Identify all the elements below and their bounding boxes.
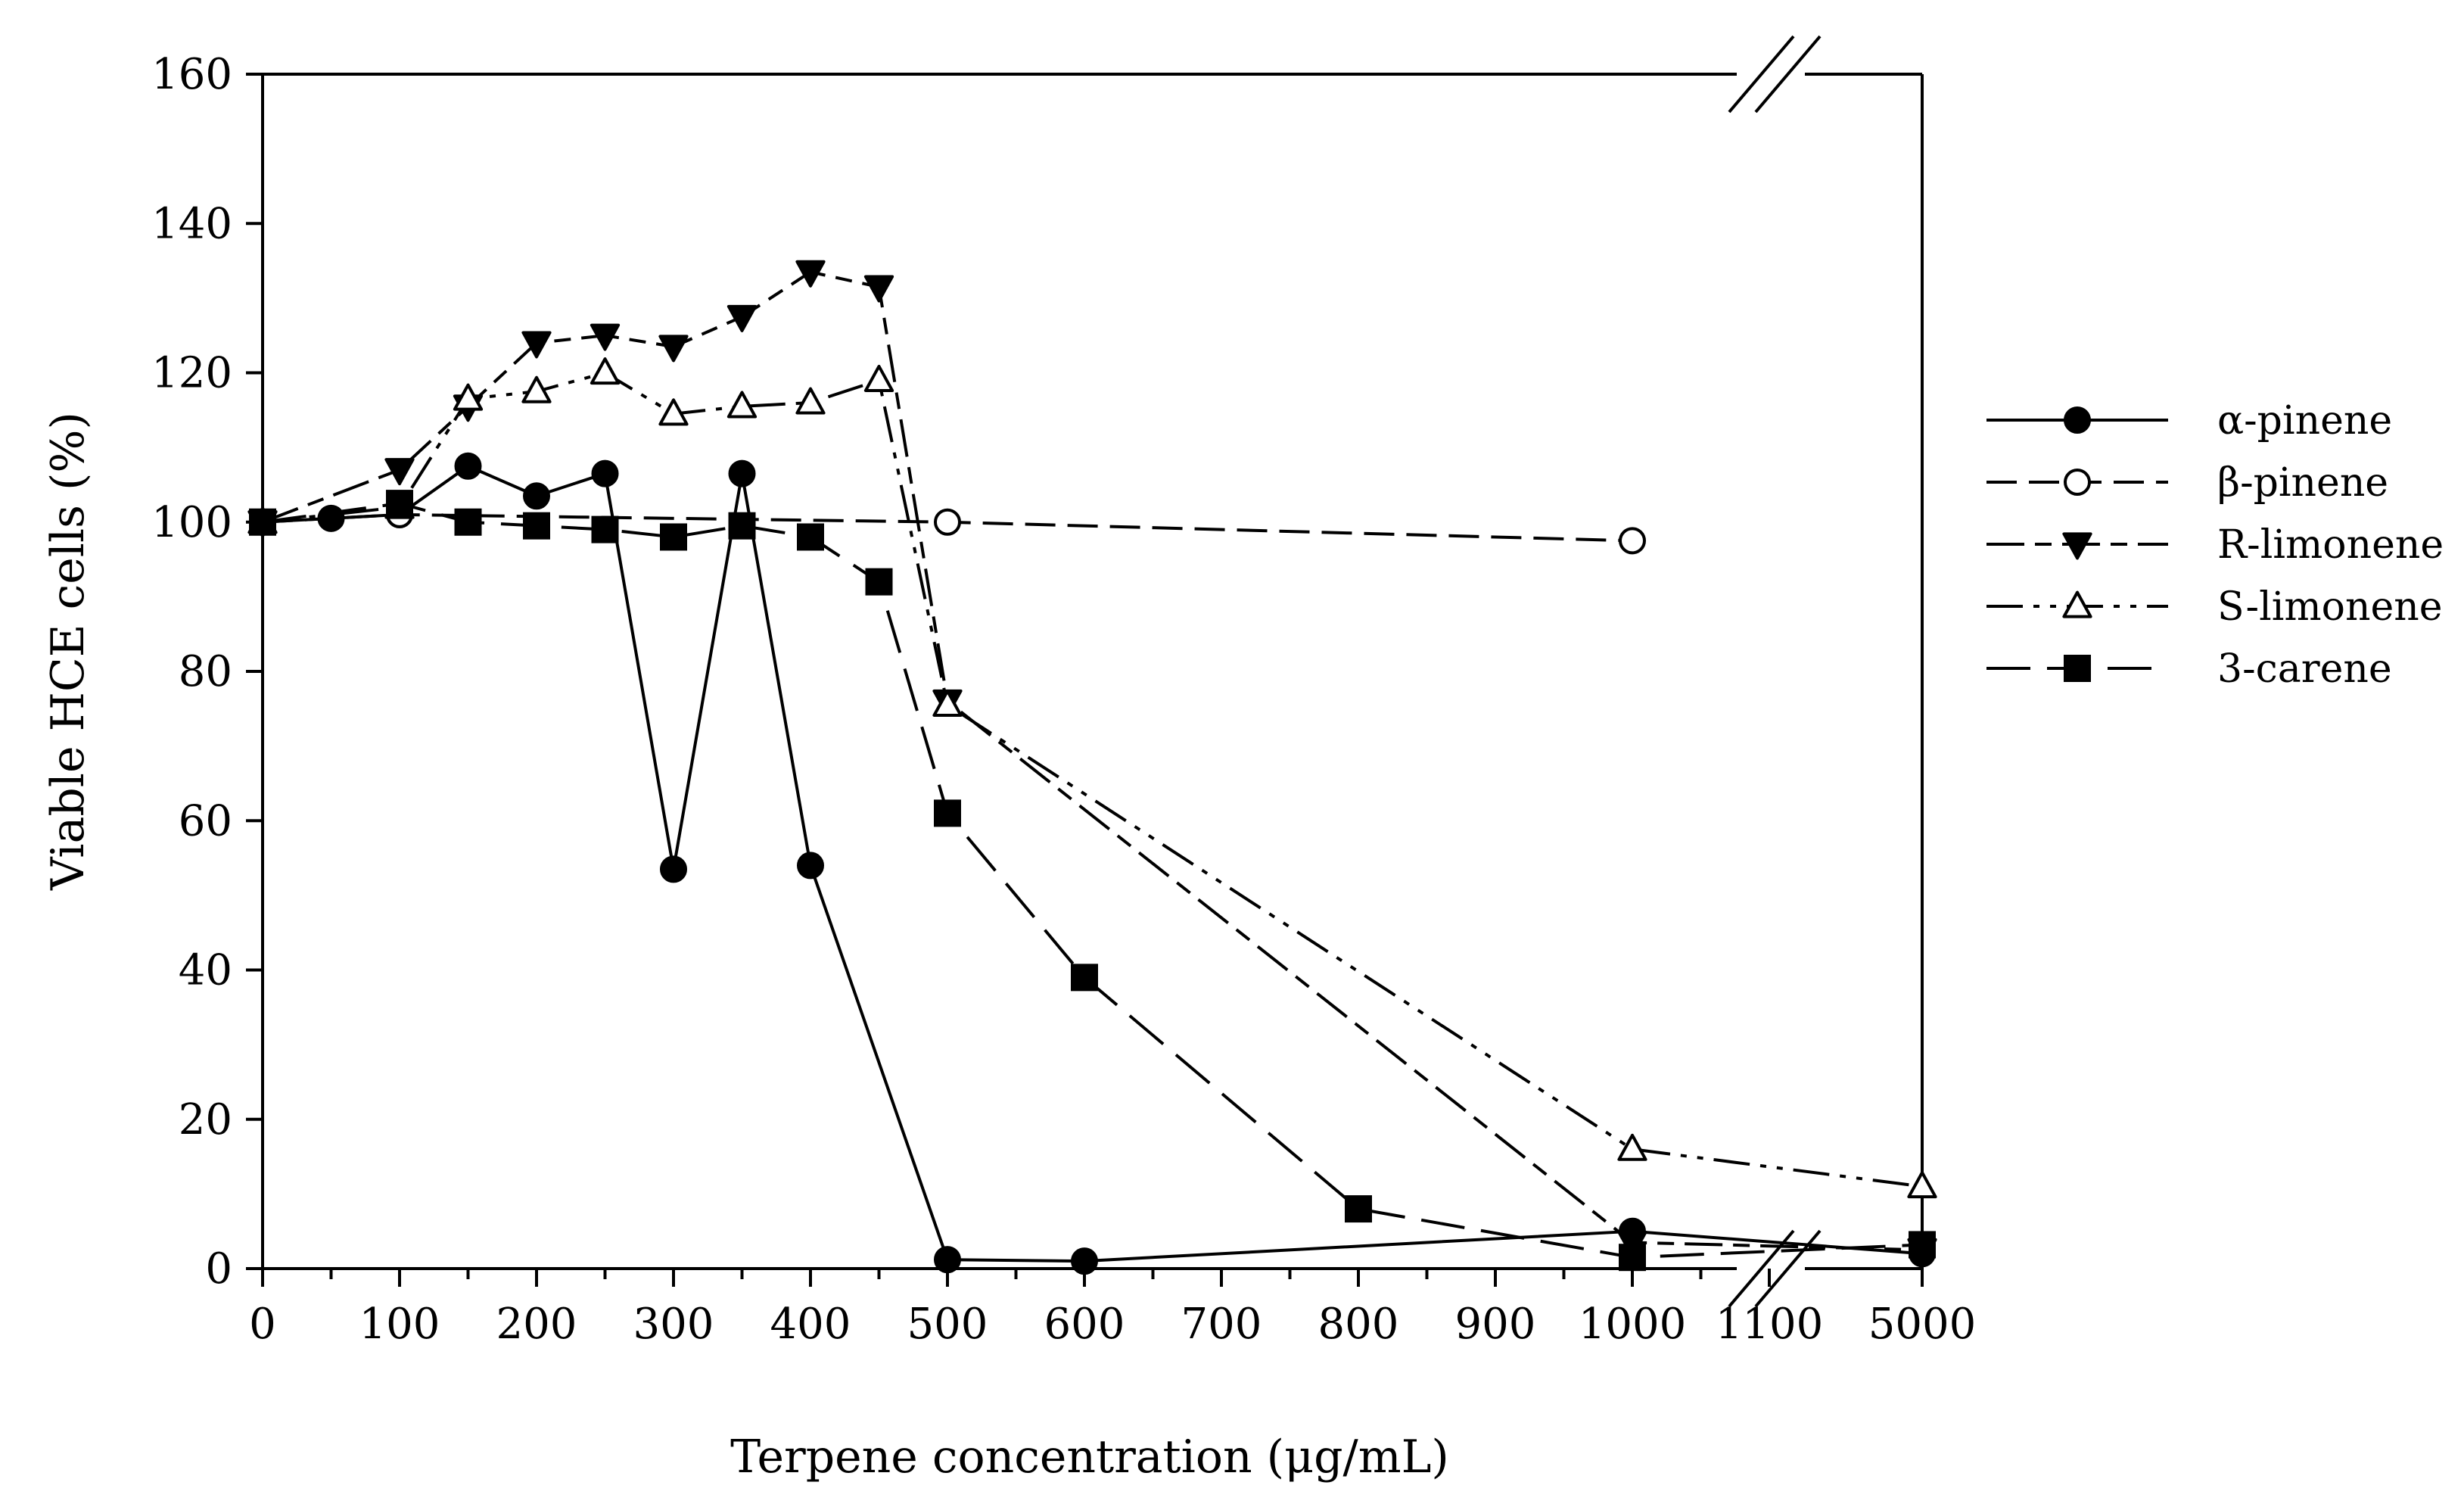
top-axis-break-mark-2 — [1754, 35, 1822, 114]
data-point — [1619, 527, 1646, 555]
y-axis: 0 20 40 60 80 100 120 140 160 — [151, 50, 263, 1294]
series-1 — [249, 452, 1936, 1275]
data-point — [249, 508, 276, 536]
data-point — [797, 523, 824, 551]
x-axis: 0 100 200 300 400 500 600 700 800 900 1000 1100 5000 — [249, 1269, 1976, 1349]
data-point — [1071, 964, 1098, 992]
series-4 — [247, 357, 1937, 1199]
data-point — [386, 490, 413, 518]
series-5 — [249, 490, 1936, 1272]
series-line — [262, 502, 1923, 1260]
y-tick-label: 100 — [151, 498, 232, 547]
data-point — [934, 799, 961, 827]
data-point — [1345, 1195, 1372, 1223]
legend-label: S-limonene — [2217, 584, 2443, 630]
data-point — [658, 335, 689, 363]
legend-label: β-pinene — [2217, 460, 2388, 506]
data-point — [797, 852, 824, 880]
legend-marker — [2064, 469, 2091, 496]
x-tick-label: 1100 — [1716, 1300, 1824, 1349]
data-point — [591, 459, 619, 487]
series-line — [262, 512, 1633, 543]
data-point — [384, 458, 415, 486]
data-point — [660, 523, 687, 551]
data-point — [863, 275, 894, 303]
legend-entry: β-pinene — [1986, 460, 2388, 506]
data-point — [590, 323, 621, 351]
data-point — [1071, 1247, 1098, 1275]
x-tick-label: 600 — [1044, 1300, 1125, 1349]
legend-marker — [2062, 590, 2092, 618]
x-tick-label: 1000 — [1579, 1300, 1687, 1349]
y-tick-label: 160 — [151, 50, 232, 99]
data-point — [523, 512, 550, 540]
data-point — [590, 357, 621, 385]
x-axis-title: Terpene concentration (μg/mL) — [730, 1431, 1449, 1484]
data-point — [934, 508, 961, 536]
legend-label: 3-carene — [2217, 646, 2392, 692]
y-tick-label: 20 — [179, 1095, 232, 1144]
data-point — [795, 387, 826, 415]
data-point — [726, 391, 758, 419]
series-line — [262, 371, 1923, 1188]
series-group — [247, 260, 1937, 1275]
bottom-axis-break-mark-2 — [1754, 1229, 1822, 1308]
legend-marker — [2064, 655, 2091, 682]
x-tick-label: 200 — [496, 1300, 577, 1349]
legend-entry: S-limonene — [1986, 584, 2443, 630]
legend-label: R-limonene — [2217, 522, 2444, 568]
data-point — [521, 375, 552, 403]
data-point — [454, 508, 482, 536]
legend-entry: α-pinene — [1986, 398, 2392, 444]
series-3 — [247, 260, 1937, 1266]
y-tick-label: 60 — [179, 796, 232, 845]
x-tick-label: 400 — [770, 1300, 851, 1349]
series-line — [262, 270, 1923, 1252]
data-point — [523, 482, 550, 510]
x-tick-label: 100 — [359, 1300, 440, 1349]
x-tick-label: 700 — [1181, 1300, 1262, 1349]
data-point — [521, 331, 552, 359]
data-point — [1907, 1171, 1937, 1199]
data-point — [454, 452, 482, 480]
y-tick-label: 140 — [151, 199, 232, 248]
data-point — [1909, 1231, 1936, 1259]
legend-marker — [2062, 532, 2092, 560]
data-point — [795, 260, 826, 288]
legend-label: α-pinene — [2217, 398, 2392, 444]
legend-entry: 3-carene — [1986, 646, 2392, 692]
data-point — [453, 383, 484, 411]
x-tick-label: 500 — [907, 1300, 988, 1349]
y-tick-label: 80 — [179, 647, 232, 696]
x-tick-label: 900 — [1455, 1300, 1536, 1349]
x-tick-label: 0 — [249, 1300, 276, 1349]
data-point — [932, 689, 963, 717]
y-tick-label: 40 — [179, 946, 232, 995]
legend: α-pinene β-pinene R-limonene S-limonene 3-ca… — [1986, 398, 2444, 692]
y-axis-title: Viable HCE cells (%) — [42, 412, 95, 891]
data-point — [728, 512, 756, 540]
data-point — [934, 1246, 961, 1274]
data-point — [658, 398, 689, 426]
series-line — [262, 464, 1923, 1263]
data-point — [660, 855, 687, 883]
y-tick-label: 120 — [151, 349, 232, 398]
x-tick-label: 800 — [1318, 1300, 1399, 1349]
x-tick-label: 300 — [633, 1300, 714, 1349]
data-point — [1619, 1244, 1646, 1272]
data-point — [726, 304, 758, 332]
legend-marker — [2064, 406, 2091, 434]
data-point — [865, 568, 893, 596]
x-tick-label: 5000 — [1868, 1300, 1977, 1349]
data-point — [591, 515, 619, 543]
y-tick-label: 0 — [205, 1244, 232, 1294]
data-point — [863, 364, 894, 392]
data-point — [728, 459, 756, 487]
plot-frame — [261, 35, 1924, 1308]
top-axis-break-mark-1 — [1728, 35, 1795, 114]
data-point — [1617, 1133, 1647, 1161]
legend-entry: R-limonene — [1986, 522, 2444, 568]
